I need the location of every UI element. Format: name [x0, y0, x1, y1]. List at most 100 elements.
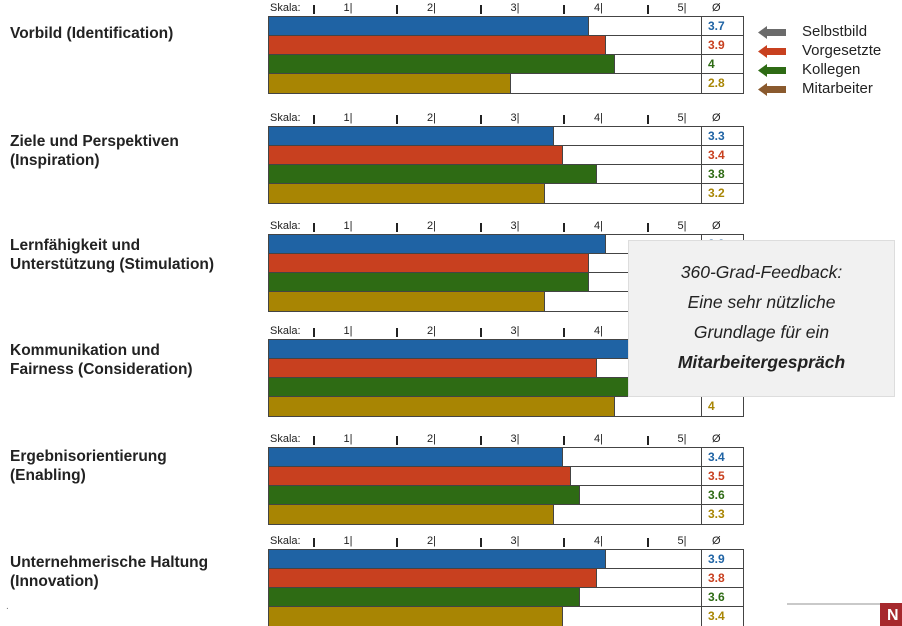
- bar-row: [269, 127, 701, 146]
- category-group: Kommunikation und Fairness (Consideration…: [0, 325, 902, 421]
- bar-group: 3.9 3.8 3.6 3.4: [268, 549, 744, 626]
- scale-tick-mark: [396, 5, 399, 14]
- category-group: Ziele und Perspektiven (Inspiration) Skala…: [0, 112, 902, 208]
- bar-group: 3.3 3.4 3.8 3.2: [268, 126, 744, 204]
- value-label: 3.3: [701, 505, 744, 524]
- bar-row: [269, 569, 701, 588]
- bar-row: [269, 74, 701, 93]
- bar-mitarbeiter: [269, 74, 511, 93]
- scale-tick-label: 2|: [427, 112, 436, 124]
- scale-tick-mark: [396, 436, 399, 445]
- scale-tick-label: 2|: [427, 325, 436, 337]
- bar-row: [269, 55, 701, 74]
- bar-row: [269, 607, 701, 626]
- bar-kollegen: [269, 486, 580, 504]
- bar-vorgesetzte: [269, 467, 571, 485]
- scale-tick-mark: [479, 538, 482, 547]
- bar-row: [269, 588, 701, 607]
- legend-label: Kollegen: [802, 61, 861, 78]
- bar-mitarbeiter: [269, 292, 545, 311]
- value-label: 2.8: [701, 74, 744, 93]
- scale-tick-label: 4|: [594, 2, 603, 14]
- bar-selbstbild: [269, 340, 641, 358]
- bar-row: [269, 273, 701, 292]
- bar-row: [269, 165, 701, 184]
- bar-row: [269, 235, 701, 254]
- scale-tick-label: 1|: [343, 220, 353, 232]
- value-label: 4: [701, 397, 744, 416]
- scale-tick-mark: [479, 328, 482, 337]
- bar-group: 4: [268, 339, 744, 417]
- scale-tick-label: 4|: [594, 112, 603, 124]
- scale-tick-label: 1|: [343, 325, 353, 337]
- bar-row: [269, 359, 701, 378]
- value-label: 3.4: [701, 448, 744, 467]
- bar-kollegen: [269, 273, 589, 291]
- average-header: Ø: [712, 433, 721, 445]
- callout-line: Grundlage für ein: [693, 322, 830, 342]
- value-label: 3.6: [701, 486, 744, 505]
- scale-tick-label: 1|: [343, 2, 353, 14]
- bar-row: [269, 550, 701, 569]
- bar-row: [269, 184, 701, 203]
- scale-tick-mark: [563, 5, 566, 14]
- scale-tick-mark: [312, 115, 315, 124]
- scale-tick-mark: [646, 538, 649, 547]
- legend-label: Selbstbild: [802, 23, 868, 40]
- scale-tick-label: 1|: [343, 433, 353, 445]
- scale-tick-label: 4|: [594, 220, 603, 232]
- value-label: 3.4: [701, 146, 744, 165]
- scale-label: Skala:: [270, 325, 301, 337]
- average-header: Ø: [712, 2, 721, 14]
- category-label: Kommunikation und Fairness (Consideration…: [10, 341, 193, 379]
- category-label: Lernfähigkeit und Unterstützung (Stimulat…: [10, 236, 214, 274]
- bar-kollegen: [269, 165, 597, 183]
- scale-label: Skala:: [270, 433, 301, 445]
- bar-row: [269, 254, 701, 273]
- scale-tick-label: 2|: [427, 535, 436, 547]
- scale-row: Skala: 1| 2| 3| 4| 5| Ø: [270, 220, 750, 234]
- bar-vorgesetzte: [269, 146, 563, 164]
- scale-tick-label: 2|: [427, 2, 436, 14]
- corner-badge: N: [880, 603, 902, 626]
- scale-tick-label: 5|: [677, 433, 687, 445]
- scale-tick-mark: [479, 5, 482, 14]
- bar-row: [269, 17, 701, 36]
- category-label-line: Vorbild (Identification): [10, 25, 174, 42]
- bar-vorgesetzte: [269, 254, 589, 272]
- bar-mitarbeiter: [269, 397, 615, 416]
- bar-group: 3.7 3.9 4 2.8: [268, 16, 744, 94]
- scale-row: Skala: 1| 2| 3| 4| 5| Ø: [270, 535, 750, 549]
- average-header: Ø: [712, 112, 721, 124]
- bar-row: [269, 292, 701, 311]
- scale-tick-label: 4|: [594, 535, 603, 547]
- scale-tick-label: 1|: [343, 535, 353, 547]
- callout-line: Eine sehr nützliche: [687, 292, 836, 312]
- scale-tick-mark: [396, 328, 399, 337]
- value-label: 3.8: [701, 569, 744, 588]
- scale-tick-mark: [396, 115, 399, 124]
- left-arrow-icon: [758, 64, 786, 77]
- category-label-line: (Innovation): [10, 573, 99, 590]
- scale-tick-mark: [563, 328, 566, 337]
- bar-selbstbild: [269, 448, 563, 466]
- scale-tick-label: 3|: [510, 2, 520, 14]
- bar-mitarbeiter: [269, 607, 563, 626]
- scale-tick-mark: [646, 436, 649, 445]
- scale-tick-mark: [646, 5, 649, 14]
- scale-tick-label: 3|: [510, 220, 520, 232]
- category-label-line: Unternehmerische Haltung: [10, 554, 209, 571]
- bar-row: [269, 397, 701, 416]
- value-label: 3.9: [701, 36, 744, 55]
- bar-vorgesetzte: [269, 569, 597, 587]
- average-header: Ø: [712, 220, 721, 232]
- scale-tick-label: 5|: [677, 2, 687, 14]
- scale-tick-mark: [479, 115, 482, 124]
- scale-tick-mark: [312, 436, 315, 445]
- scale-tick-mark: [646, 223, 649, 232]
- scale-label: Skala:: [270, 112, 301, 124]
- category-label-line: (Enabling): [10, 467, 86, 484]
- value-label: 3.4: [701, 607, 744, 626]
- bar-vorgesetzte: [269, 359, 597, 377]
- bar-kollegen: [269, 588, 580, 606]
